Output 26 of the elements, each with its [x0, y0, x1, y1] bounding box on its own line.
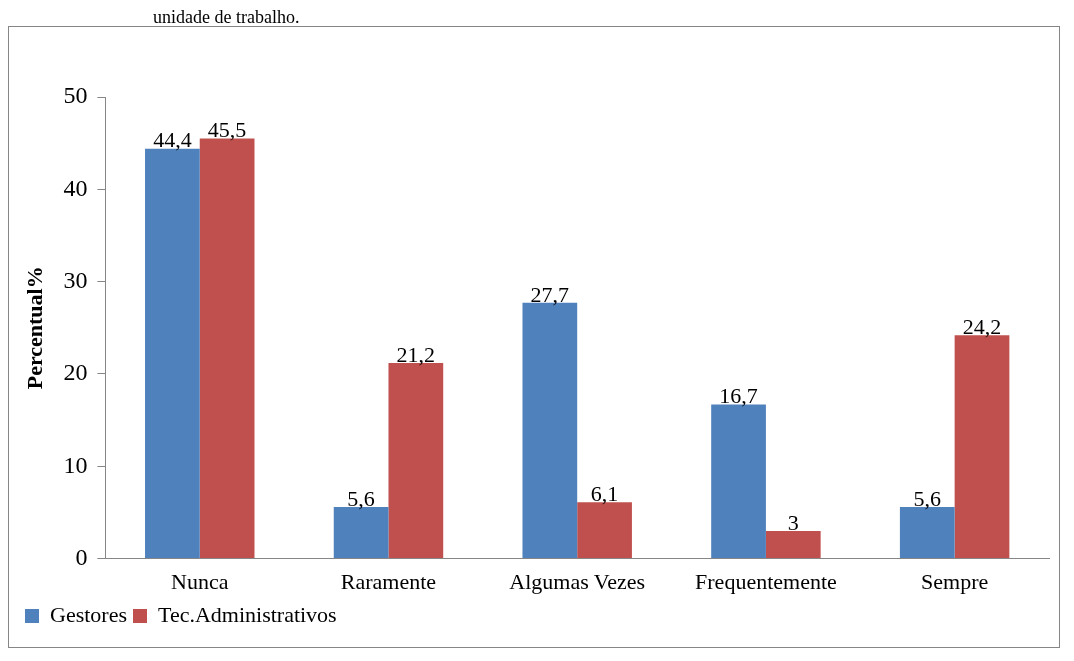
data-label: 44,4 — [153, 127, 192, 153]
y-tick-label: 0 — [75, 543, 88, 570]
data-label: 24,2 — [962, 313, 1002, 339]
y-tick-label: 20 — [63, 359, 88, 386]
data-label: 6,1 — [590, 481, 619, 507]
data-label: 21,2 — [396, 341, 436, 367]
x-tick-label: Frequentemente — [695, 568, 837, 594]
y-tick-label: 50 — [63, 82, 88, 109]
text: unidade de trabalho. — [153, 7, 301, 27]
y-axis-title: Percentual% — [21, 266, 47, 390]
x-tick-label: Raramente — [340, 568, 437, 594]
legend-label: Gestores — [50, 601, 127, 627]
data-label: 45,5 — [207, 117, 247, 143]
x-tick-label: Sempre — [921, 568, 989, 594]
data-label: 5,6 — [347, 485, 375, 511]
y-tick-label: 10 — [63, 451, 88, 478]
bar — [765, 530, 821, 559]
data-label: 16,7 — [719, 383, 758, 409]
y-tick-label: 40 — [63, 174, 88, 201]
data-label: 3 — [787, 509, 799, 535]
legend-label: Tec.Administrativos — [157, 601, 337, 627]
y-tick-label: 30 — [63, 266, 88, 293]
x-tick-label: Nunca — [171, 568, 229, 594]
data-label: 5,6 — [913, 485, 942, 511]
x-tick-label: Algumas Vezes — [509, 568, 646, 594]
data-label: 27,7 — [530, 281, 570, 307]
